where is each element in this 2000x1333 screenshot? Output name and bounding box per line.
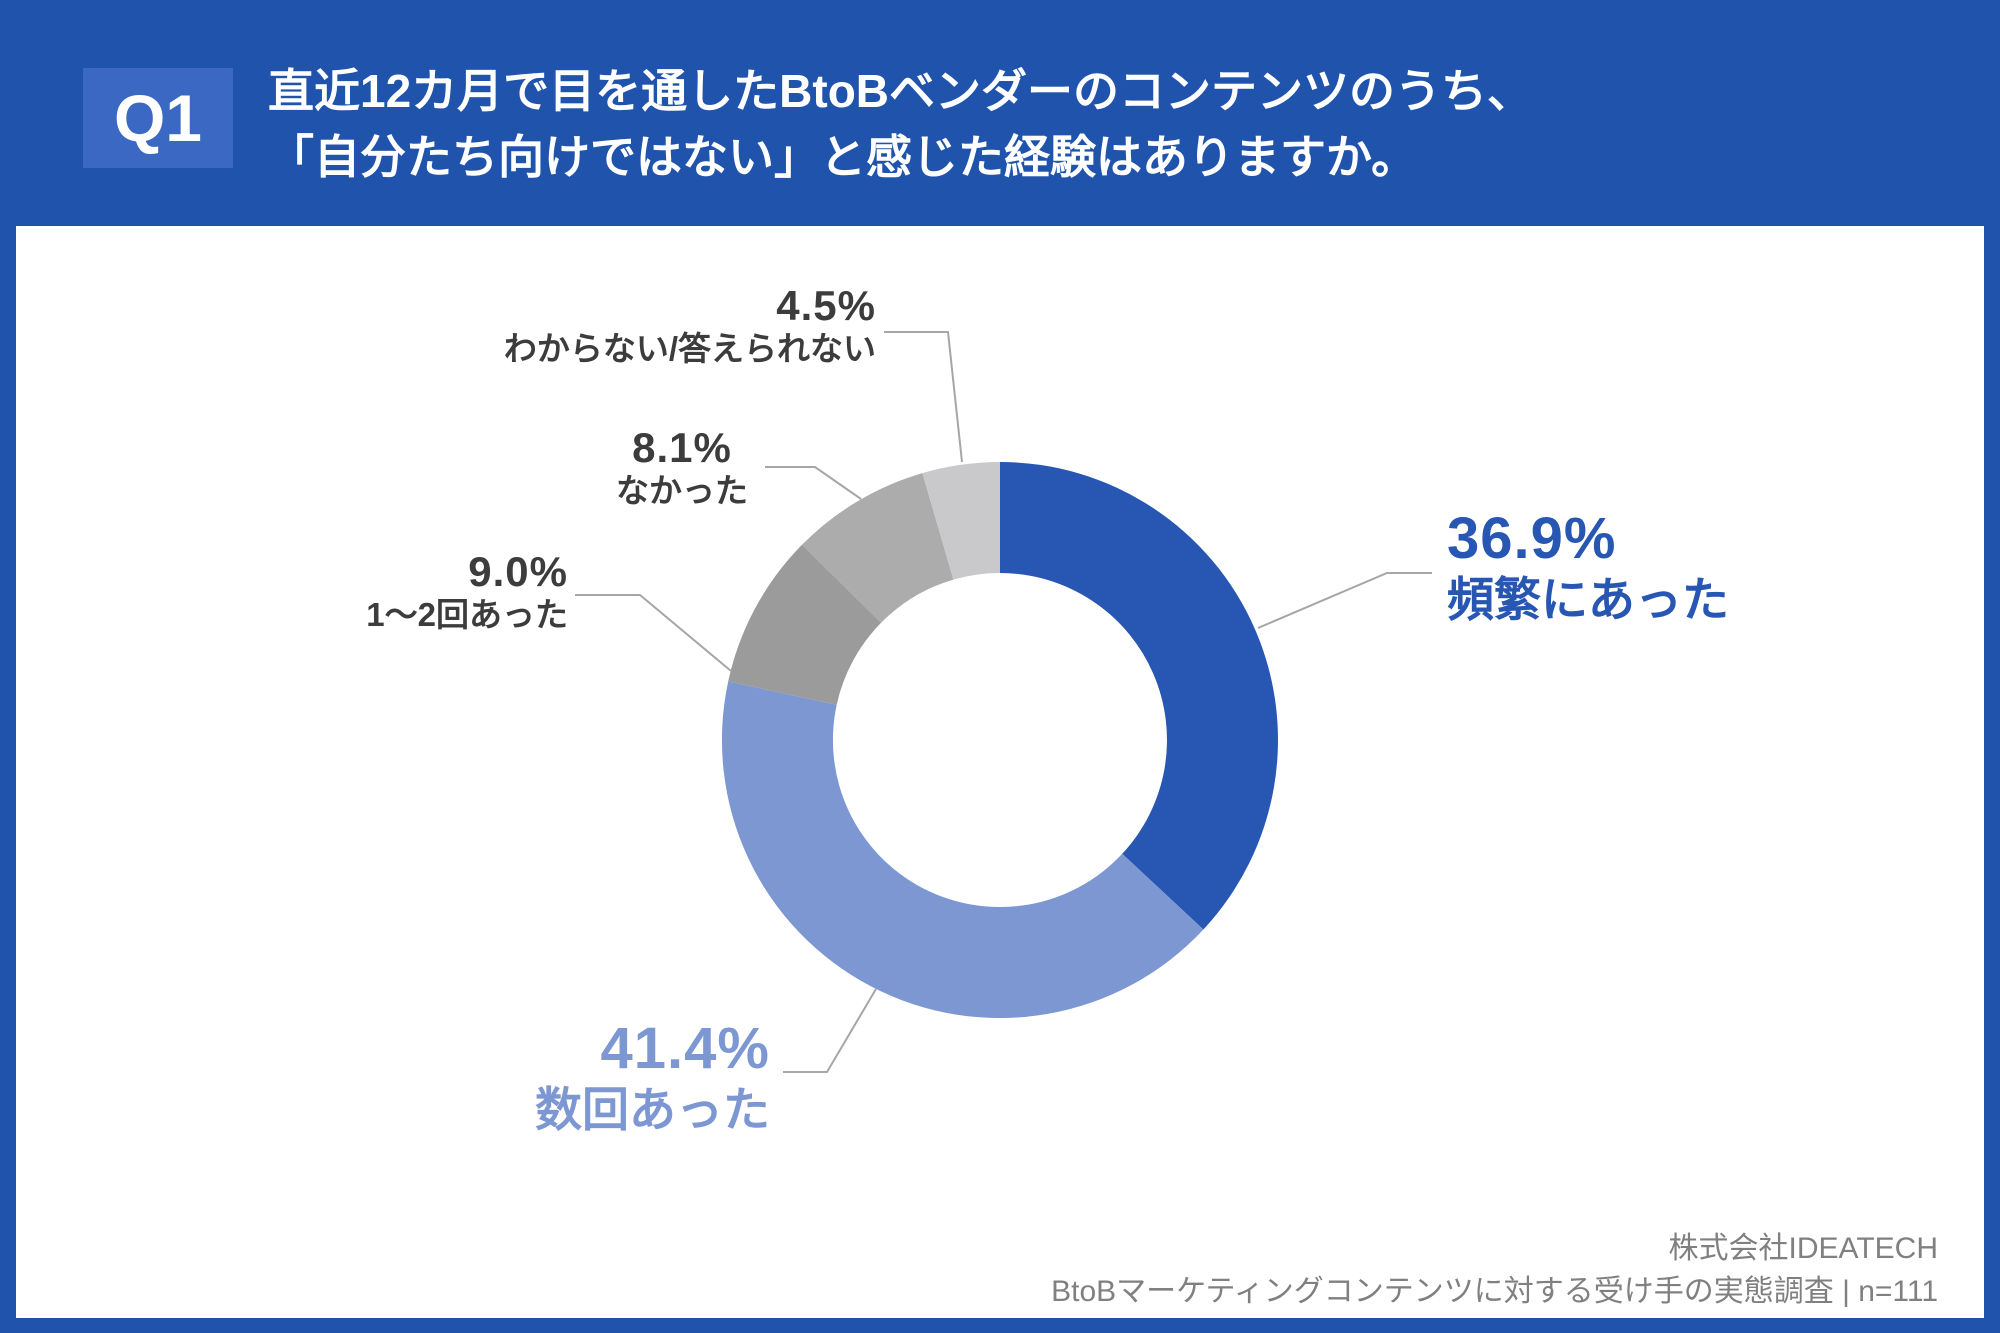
donut-segment-3 [802, 473, 954, 623]
question-title-line2: 「自分たち向けではない」と感じた経験はありますか。 [268, 131, 1418, 184]
percent-value-never: 8.1% [632, 424, 732, 471]
leader-line-several [783, 988, 877, 1073]
donut-segments [721, 462, 1278, 1019]
percent-value-unknown: 4.5% [776, 282, 876, 329]
callout-once-twice: 9.0% 1〜2回あった [366, 548, 568, 634]
question-badge: Q1 [83, 68, 233, 168]
leader-line-never [765, 466, 862, 500]
segment-label-never: なかった [616, 472, 748, 510]
donut-segment-0 [1000, 462, 1278, 930]
leader-lines [575, 331, 1432, 1073]
leader-line-unknown [884, 331, 963, 463]
leader-line-frequently [1257, 572, 1432, 629]
footer-source: BtoBマーケティングコンテンツに対する受け手の実態調査 | n=111 [1051, 1274, 1938, 1308]
question-title: 直近12カ月で目を通したBtoBベンダーのコンテンツのうち、 「自分たち向けでは… [268, 58, 1533, 190]
callout-frequently: 36.9% 頻繁にあった [1447, 506, 1729, 627]
callout-several: 41.4% 数回あった [535, 1016, 770, 1137]
percent-value-several: 41.4% [600, 1016, 770, 1081]
donut-segment-2 [728, 544, 882, 705]
footer-company: 株式会社IDEATECH [1668, 1232, 1938, 1265]
footer: 株式会社IDEATECH BtoBマーケティングコンテンツに対する受け手の実態調… [1051, 1228, 1938, 1313]
segment-label-once-twice: 1〜2回あった [366, 596, 568, 634]
percent-value-frequently: 36.9% [1447, 506, 1617, 571]
segment-label-several: 数回あった [535, 1082, 770, 1136]
chart-card [16, 226, 1984, 1318]
donut-segment-1 [721, 681, 1204, 1019]
question-title-line1: 直近12カ月で目を通したBtoBベンダーのコンテンツのうち、 [268, 65, 1534, 117]
callout-never: 8.1% なかった [522, 424, 842, 510]
segment-label-unknown: わからない/答えられない [503, 330, 876, 368]
segment-label-frequently: 頻繁にあった [1447, 572, 1729, 626]
callout-unknown: 4.5% わからない/答えられない [504, 282, 876, 368]
percent-value-once-twice: 9.0% [468, 548, 568, 595]
donut-segment-4 [922, 462, 1000, 580]
leader-line-once-twice [575, 594, 732, 672]
